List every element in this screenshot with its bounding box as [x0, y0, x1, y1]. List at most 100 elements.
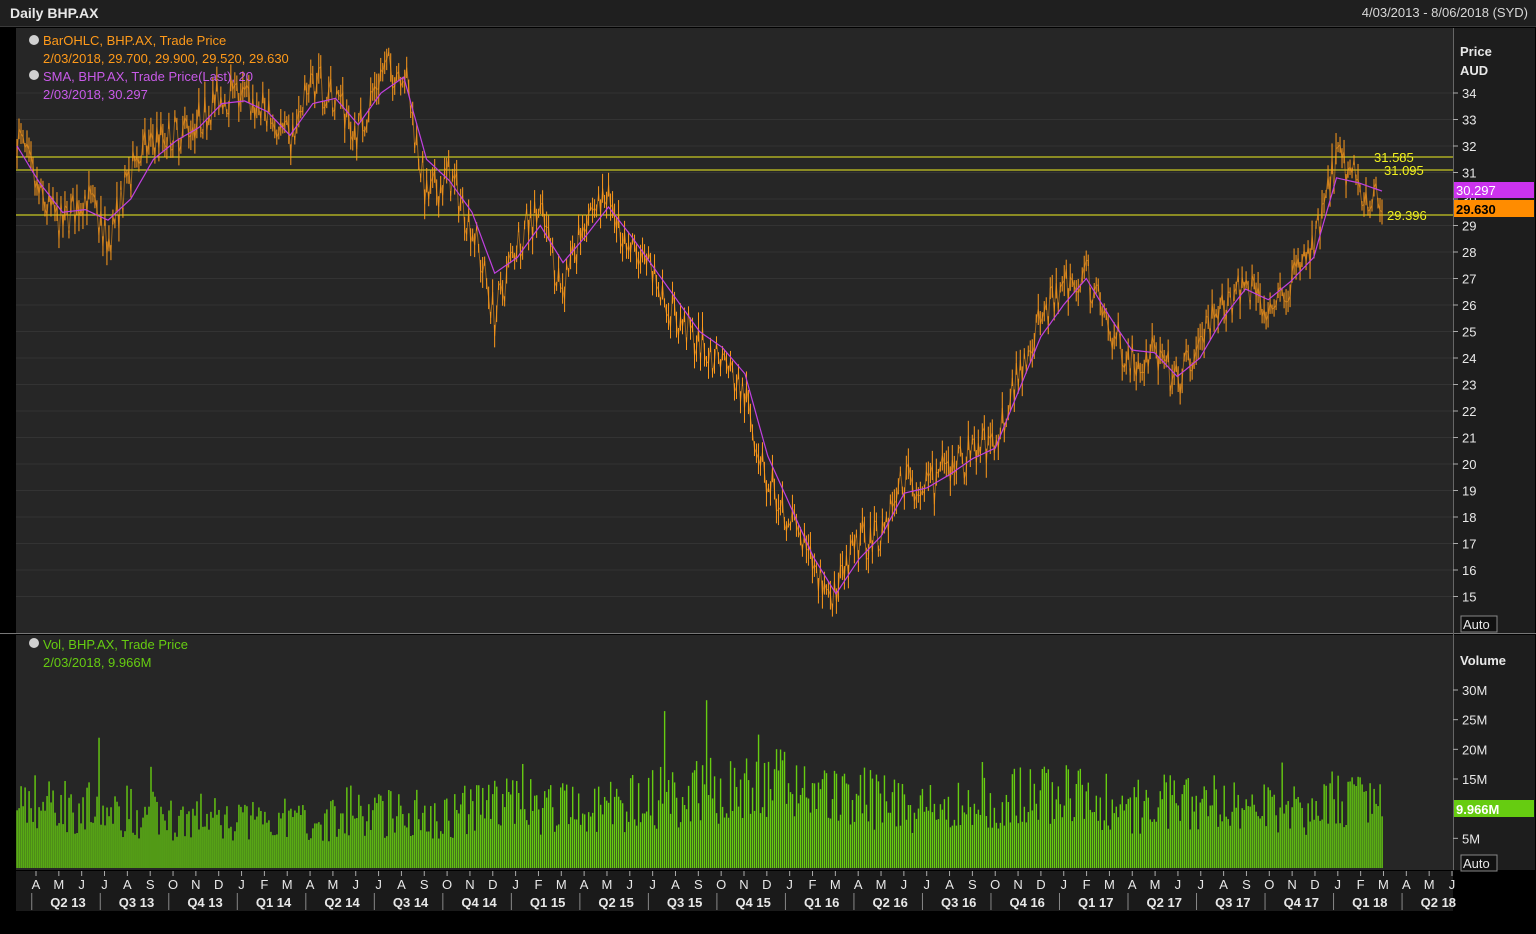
volume-bar [20, 786, 22, 868]
volume-bar [591, 812, 594, 868]
volume-bar [1253, 804, 1255, 868]
volume-bar [1365, 791, 1367, 868]
price-auto-scale-button[interactable] [1460, 615, 1498, 633]
volume-bar [1095, 795, 1098, 868]
quarter-label: Q2 16 [872, 895, 907, 910]
volume-bar [1153, 819, 1155, 868]
volume-bar [899, 825, 902, 868]
sma-legend[interactable]: SMA, BHP.AX, Trade Price(Last), 20 2/03/… [29, 69, 253, 102]
volume-bar [270, 831, 272, 868]
volume-bar [1327, 823, 1329, 868]
volume-bar [781, 760, 784, 868]
volume-bar [464, 785, 466, 868]
volume-bar [1351, 777, 1353, 868]
volume-bar [524, 809, 526, 868]
volume-bar [757, 734, 760, 868]
volume-bar [92, 822, 94, 868]
volume-bar [1139, 833, 1141, 868]
volume-bar [797, 803, 800, 868]
volume-bar [360, 805, 362, 868]
volume-bar [48, 781, 50, 868]
volume-bar [318, 822, 320, 868]
volume-bar [1349, 781, 1351, 868]
sma-legend-toggle-icon[interactable] [29, 70, 39, 80]
volume-bar [290, 808, 292, 868]
volume-bar [1291, 807, 1293, 868]
volume-last-value-tag [1454, 800, 1534, 817]
volume-bar [565, 784, 568, 868]
volume-bar [1211, 805, 1213, 868]
volume-bar [1257, 816, 1259, 868]
volume-bar [532, 810, 534, 868]
price-axis-panel [1453, 28, 1535, 633]
volume-bar [1075, 783, 1078, 868]
price-legend[interactable]: BarOHLC, BHP.AX, Trade Price 2/03/2018, … [29, 33, 289, 66]
month-label: M [1378, 877, 1389, 892]
volume-bar [542, 807, 544, 868]
volume-bar [1247, 806, 1249, 868]
volume-auto-scale-button[interactable] [1460, 854, 1498, 872]
volume-bar [126, 785, 128, 868]
volume-bar [412, 835, 414, 868]
volume-bar [791, 794, 794, 868]
volume-bar [204, 826, 206, 868]
volume-bar [951, 825, 954, 868]
volume-bar [585, 831, 588, 868]
volume-bar [709, 757, 712, 868]
volume-bar [230, 826, 232, 868]
volume-bar [330, 801, 332, 868]
volume-bar [1093, 811, 1096, 868]
volume-bar [232, 840, 234, 868]
volume-bar [913, 812, 916, 868]
volume-bar [1125, 804, 1127, 868]
volume-bar [623, 832, 626, 868]
volume-bar [1367, 822, 1369, 868]
volume-bar [326, 809, 328, 868]
volume-bar [1115, 806, 1117, 868]
volume-bar [200, 793, 202, 868]
volume-bar [947, 796, 950, 868]
volume-bar [813, 783, 816, 868]
volume-bar [1087, 782, 1090, 868]
month-label: D [762, 877, 771, 892]
volume-bar [903, 794, 906, 868]
volume-bar [1375, 803, 1377, 868]
volume-bar [338, 828, 340, 868]
volume-bar [731, 810, 734, 868]
price-tick-label: 25 [1462, 325, 1476, 340]
volume-bar [759, 813, 762, 868]
volume-bar [967, 790, 970, 868]
volume-bar [1209, 805, 1211, 868]
month-label: M [602, 877, 613, 892]
volume-bar [1163, 774, 1165, 868]
volume-bar [234, 831, 236, 868]
volume-bar [1219, 814, 1221, 868]
volume-bar [771, 800, 774, 868]
volume-bar [446, 798, 448, 868]
volume-bar [1323, 784, 1325, 868]
volume-bar [26, 822, 28, 868]
volume-bar [1319, 820, 1321, 868]
volume-bar [1187, 778, 1189, 868]
volume-bar [314, 823, 316, 868]
volume-bar [1135, 797, 1137, 868]
volume-bar [799, 794, 802, 868]
volume-legend-toggle-icon[interactable] [29, 638, 39, 648]
month-label: J [78, 877, 85, 892]
volume-bar [1353, 784, 1355, 868]
price-legend-toggle-icon[interactable] [29, 35, 39, 45]
month-label: N [191, 877, 200, 892]
volume-bar [1071, 821, 1074, 868]
volume-legend[interactable]: Vol, BHP.AX, Trade Price 2/03/2018, 9.96… [29, 637, 188, 670]
volume-bar [837, 820, 840, 868]
volume-bar [615, 788, 618, 868]
volume-bar [887, 812, 890, 868]
volume-bar [1027, 812, 1030, 868]
volume-bar [1189, 829, 1191, 868]
volume-bar [979, 814, 982, 868]
volume-bar [957, 782, 960, 868]
month-label: F [809, 877, 817, 892]
volume-bar [749, 813, 752, 868]
volume-bar [142, 817, 144, 868]
